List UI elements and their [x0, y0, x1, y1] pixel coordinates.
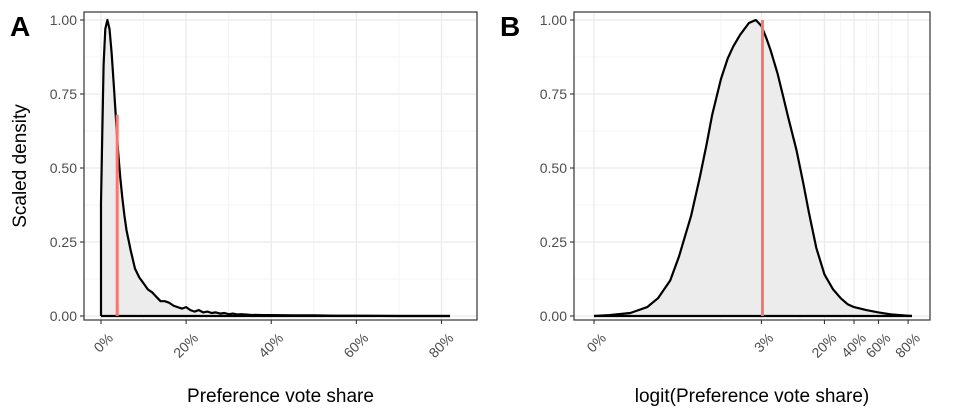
panel-b-y-tick-label-0: 0.00 — [540, 308, 567, 324]
panel-a-border — [83, 11, 478, 321]
panel-a-y-axis-title: Scaled density — [10, 104, 31, 228]
panel-b-tag: B — [500, 11, 520, 42]
panel-a-density-area — [101, 20, 450, 316]
panel-a-tag: A — [10, 11, 30, 42]
panel-b-x-tick-label-4: 60% — [862, 330, 893, 361]
panel-a-x-tick-label-2: 40% — [255, 330, 286, 361]
panel-b-x-tick-label-2: 20% — [808, 330, 839, 361]
panel-b-density-line — [593, 18, 913, 318]
panel-b-x-tick-label-5: 80% — [892, 330, 923, 361]
panel-a-density-line — [99, 18, 450, 318]
panel-b-y-tick-label-1: 0.25 — [540, 234, 567, 250]
panel-b-x-tick-label-1: 3% — [751, 330, 777, 356]
panel-b-x-tick-label-0: 0% — [583, 330, 609, 356]
panel-a-y-tick-label-2: 0.50 — [50, 160, 77, 176]
panel-b — [570, 11, 931, 324]
panel-b-border — [573, 11, 931, 321]
panel-a — [80, 11, 478, 324]
panel-b-y-tick-label-4: 1.00 — [540, 12, 567, 28]
panel-a-x-tick-label-1: 20% — [170, 330, 201, 361]
panel-a-x-tick-label-3: 60% — [340, 330, 371, 361]
panel-a-y-tick-label-3: 0.75 — [50, 86, 77, 102]
panel-b-x-tick-label-3: 40% — [838, 330, 869, 361]
panel-b-y-tick-label-3: 0.75 — [540, 86, 567, 102]
panel-a-y-tick-label-1: 0.25 — [50, 234, 77, 250]
panel-a-x-tick-label-4: 80% — [425, 330, 456, 361]
panel-a-x-axis-title: Preference vote share — [187, 386, 374, 407]
panel-a-y-tick-label-0: 0.00 — [50, 308, 77, 324]
panel-b-x-axis-title: logit(Preference vote share) — [635, 386, 869, 407]
panel-b-y-tick-label-2: 0.50 — [540, 160, 567, 176]
panel-a-y-tick-label-4: 1.00 — [50, 12, 77, 28]
panel-b-density-area — [594, 20, 912, 316]
panel-a-x-tick-label-0: 0% — [90, 330, 116, 356]
